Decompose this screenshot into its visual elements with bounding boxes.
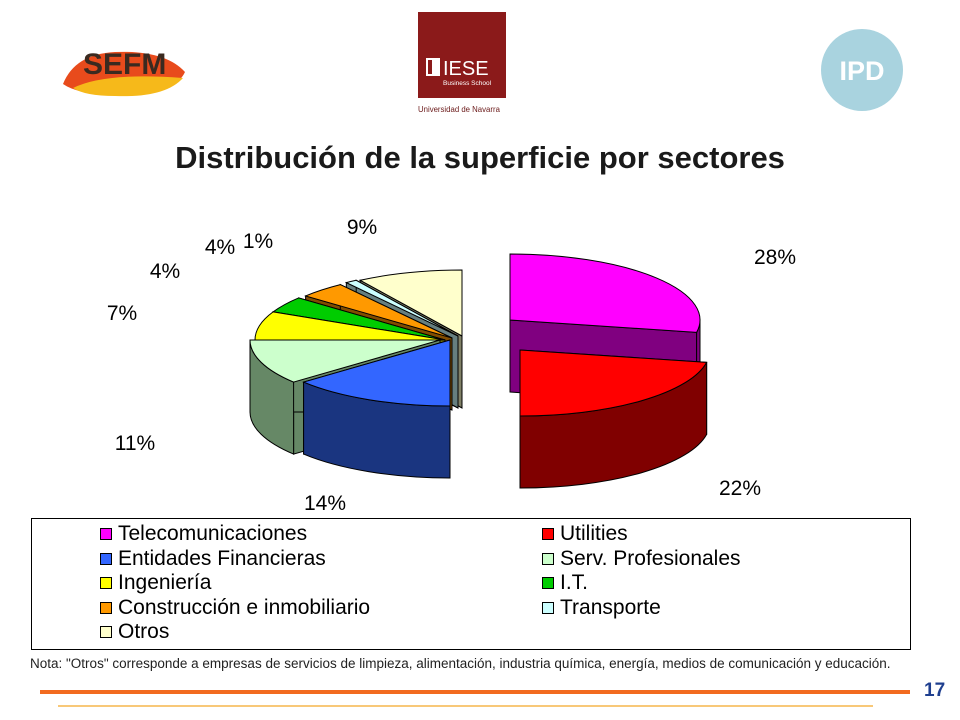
legend-label: Entidades Financieras	[118, 546, 326, 570]
sefm-logo: SEFM	[63, 48, 185, 97]
legend-label: Serv. Profesionales	[560, 546, 741, 570]
pie-chart: 28% 22% 14% 11% 7% 4% 4% 1% 9%	[107, 216, 796, 515]
slice-label: 11%	[115, 432, 155, 455]
legend-item: Serv. Profesionales	[542, 546, 741, 570]
legend-item: I.T.	[542, 571, 589, 594]
svg-text:Business School: Business School	[443, 80, 492, 87]
ipd-logo: IPD	[821, 29, 903, 111]
slice-label: 4%	[205, 236, 235, 259]
slice-label: 9%	[347, 216, 377, 239]
legend-item: Otros	[100, 620, 170, 643]
ipd-logo-text: IPD	[839, 56, 884, 86]
pie-slice-utilities	[519, 349, 708, 489]
footnote: Nota: "Otros" corresponde a empresas de …	[30, 656, 891, 671]
legend-swatch	[542, 601, 554, 614]
slice-label: 14%	[304, 492, 346, 515]
legend-item: Transporte	[542, 595, 661, 619]
legend-label: Otros	[118, 620, 170, 643]
legend-label: I.T.	[560, 571, 589, 594]
legend-label: Telecomunicaciones	[118, 522, 308, 545]
footer-accent-line	[58, 705, 873, 707]
legend-swatch	[100, 528, 112, 540]
footer-accent-bar	[40, 690, 910, 694]
legend-swatch	[100, 626, 112, 638]
slice-label: 7%	[107, 302, 137, 325]
svg-text:Universidad de Navarra: Universidad de Navarra	[418, 105, 501, 114]
chart-legend: Telecomunicaciones Utilities Entidades Fin…	[31, 518, 911, 650]
sefm-logo-text: SEFM	[83, 48, 166, 81]
legend-item: Telecomunicaciones	[100, 522, 308, 545]
iese-logo-text: IESE	[443, 58, 489, 80]
legend-label: Utilities	[560, 522, 628, 545]
slice-label: 4%	[150, 260, 180, 283]
legend-swatch	[100, 601, 112, 614]
page-number: 17	[924, 680, 946, 701]
legend-swatch	[100, 577, 112, 589]
legend-swatch	[542, 577, 554, 589]
slice-label: 28%	[754, 246, 796, 269]
legend-label: Ingeniería	[118, 571, 212, 594]
slice-label: 22%	[719, 477, 761, 500]
legend-label: Transporte	[560, 595, 661, 619]
iese-logo: IESE Business School Universidad de Nava…	[418, 12, 506, 114]
legend-item: Utilities	[542, 522, 628, 545]
chart-title: Distribución de la superficie por sector…	[175, 140, 785, 175]
legend-swatch	[542, 552, 554, 565]
legend-item: Entidades Financieras	[100, 546, 326, 570]
legend-item: Ingeniería	[100, 571, 212, 594]
legend-label: Construcción e inmobiliario	[118, 595, 371, 619]
slice-label: 1%	[243, 230, 273, 253]
pie-slice-entidades-financieras	[302, 339, 451, 479]
legend-item: Construcción e inmobiliario	[100, 595, 371, 619]
legend-swatch	[542, 528, 554, 540]
legend-swatch	[100, 552, 112, 565]
